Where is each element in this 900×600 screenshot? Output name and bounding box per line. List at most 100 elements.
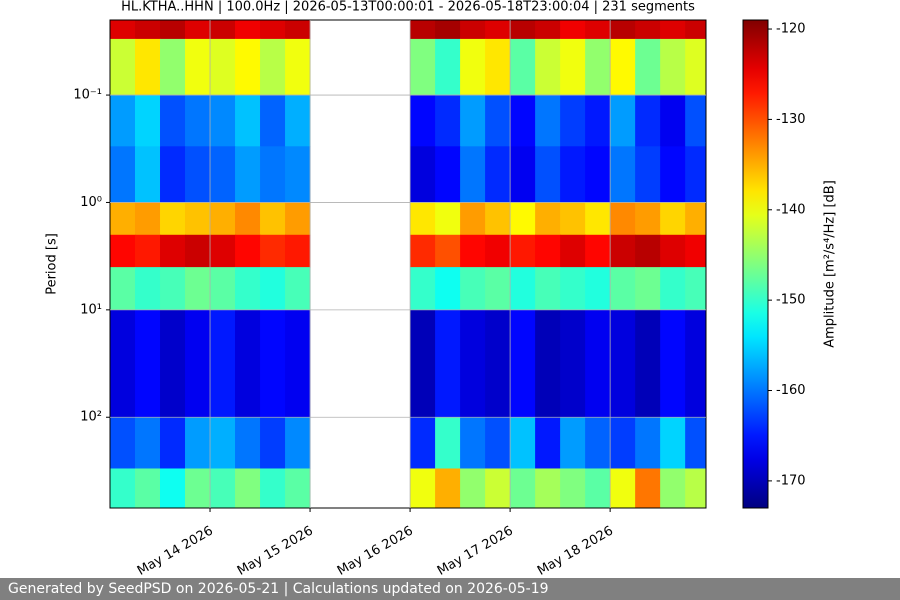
heatmap-cell [585,95,611,147]
heatmap-cell [410,202,436,236]
heatmap-cell [435,146,461,203]
heatmap-cell [610,468,636,508]
heatmap-cell [135,468,161,508]
heatmap-cell [210,38,236,96]
heatmap-cell [135,417,161,469]
heatmap-cell [435,468,461,508]
heatmap-cell [535,202,561,236]
heatmap-cell [460,202,486,236]
heatmap-cell [660,234,686,268]
heatmap-cell [485,95,511,147]
heatmap-cell [485,234,511,268]
heatmap-cell [185,234,211,268]
heatmap-cell [285,468,311,508]
heatmap-cell [585,20,611,40]
heatmap-cell [610,38,636,96]
heatmap-cell [610,267,636,311]
heatmap-cell [660,309,686,418]
heatmap-cell [235,309,261,418]
heatmap-cell [160,202,186,236]
heatmap-cell [660,267,686,311]
heatmap-cell [285,309,311,418]
heatmap-cell [210,202,236,236]
heatmap-cell [135,309,161,418]
heatmap-cell [685,267,706,311]
heatmap-cell [285,267,311,311]
heatmap-cell [585,468,611,508]
heatmap-cell [585,146,611,203]
heatmap-cell [285,417,311,469]
heatmap-cell [410,267,436,311]
heatmap-cell [535,95,561,147]
heatmap-cell [160,234,186,268]
heatmap-cell [435,20,461,40]
heatmap-cell [210,20,236,40]
heatmap-cell [685,202,706,236]
heatmap-cell [460,468,486,508]
heatmap-cell [185,267,211,311]
heatmap-cell [635,38,661,96]
heatmap-cell [235,468,261,508]
heatmap-cell [485,38,511,96]
heatmap-cell [185,38,211,96]
heatmap-cell [135,234,161,268]
heatmap-cell [585,234,611,268]
heatmap-cell [410,417,436,469]
heatmap-cell [560,309,586,418]
heatmap-cell [135,267,161,311]
y-axis-label: Period [s] [45,233,60,295]
heatmap-cell [460,20,486,40]
heatmap-cell [485,20,511,40]
heatmap-cell [510,202,536,236]
heatmap-cell [210,417,236,469]
heatmap-cell [260,417,286,469]
y-tick-label: 10² [80,410,102,425]
heatmap-cell [560,267,586,311]
heatmap-cell [485,468,511,508]
heatmap-cell [685,417,706,469]
colorbar-label: Amplitude [m²/s⁴/Hz] [dB] [823,180,838,348]
heatmap-cell [635,95,661,147]
plot-frame [109,19,707,509]
heatmap-cell [460,95,486,147]
heatmap-cell [635,468,661,508]
heatmap-cell [235,146,261,203]
heatmap-cell [260,146,286,203]
heatmap-cell [135,20,161,40]
heatmap-cell [285,234,311,268]
heatmap-cell [285,20,311,40]
heatmap-cell [235,202,261,236]
colorbar-tick-label: -150 [776,293,806,308]
heatmap-cell [410,38,436,96]
heatmap-cell [285,202,311,236]
heatmap-cell [560,202,586,236]
heatmap-cell [535,309,561,418]
heatmap-cell [610,20,636,40]
heatmap-cell [685,20,706,40]
heatmap-cell [435,309,461,418]
heatmap-cell [560,417,586,469]
heatmap-cell [210,267,236,311]
heatmap-cell [685,234,706,268]
heatmap-cell [510,20,536,40]
heatmap-cell [160,267,186,311]
heatmap-cell [110,468,136,508]
heatmap-cell [260,267,286,311]
heatmap-cell [485,146,511,203]
heatmap-cell [510,146,536,203]
heatmap-cell [610,146,636,203]
heatmap-cell [435,38,461,96]
heatmap-cell [535,146,561,203]
heatmap-cell [285,95,311,147]
heatmap-cell [685,38,706,96]
heatmap-cell [235,417,261,469]
heatmap-cell [460,234,486,268]
x-tick-label: May 18 2026 [535,524,616,578]
heatmap-cell [135,38,161,96]
heatmap-cell [110,20,136,40]
heatmap-cell [435,202,461,236]
heatmap-cell [635,417,661,469]
heatmap-cell [260,468,286,508]
heatmap-cell [160,309,186,418]
